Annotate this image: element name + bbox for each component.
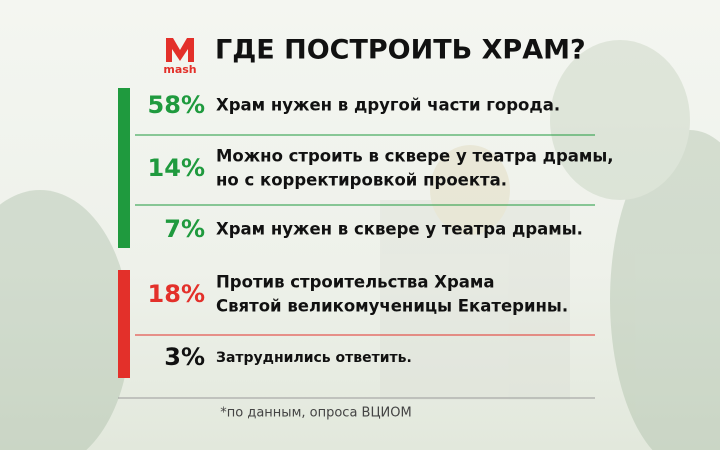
answer-text: Святой великомученицы Екатерины. xyxy=(216,297,568,316)
group-bar xyxy=(118,88,130,248)
logo: mash xyxy=(163,38,197,76)
answer-text: Храм нужен в сквере у театра драмы. xyxy=(216,220,583,239)
answer-text: но с корректировкой проекта. xyxy=(216,171,507,190)
percent: 7% xyxy=(164,215,205,243)
answer-text: Можно строить в сквере у театра драмы, xyxy=(216,147,614,166)
footnote: *по данным, опроса ВЦИОМ xyxy=(220,406,411,421)
percent: 58% xyxy=(148,91,205,119)
answer-text: Против строительства Храма xyxy=(216,273,495,292)
percent: 14% xyxy=(148,154,205,182)
group-bar xyxy=(118,270,130,378)
logo-name: mash xyxy=(163,63,196,76)
title: ГДЕ ПОСТРОИТЬ ХРАМ? xyxy=(215,35,586,66)
answer-text: Храм нужен в другой части города. xyxy=(216,96,560,115)
logo-mark xyxy=(166,38,194,62)
background-trees xyxy=(0,40,720,450)
answer-text: Затруднились ответить. xyxy=(216,350,412,366)
percent: 18% xyxy=(148,280,205,308)
percent: 3% xyxy=(164,343,205,371)
